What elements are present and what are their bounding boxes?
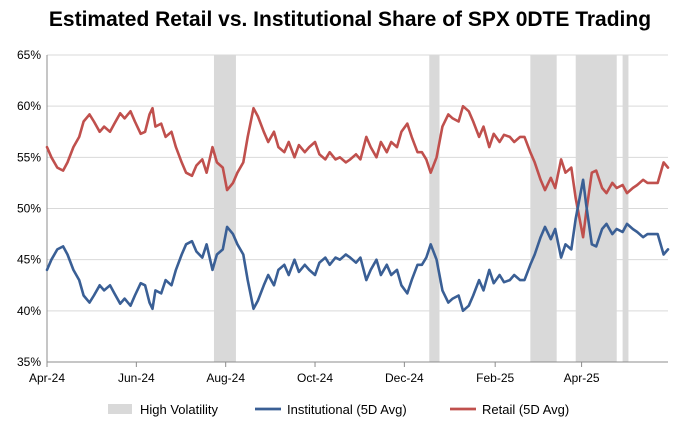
y-tick-label: 55% — [17, 150, 41, 164]
y-tick-label: 60% — [17, 99, 41, 113]
x-tick-label: Apr-24 — [29, 371, 65, 385]
y-tick-label: 35% — [17, 355, 41, 369]
x-tick-label: Jun-24 — [118, 371, 155, 385]
x-tick-label: Aug-24 — [206, 371, 245, 385]
y-tick-label: 40% — [17, 304, 41, 318]
chart-title: Estimated Retail vs. Institutional Share… — [48, 8, 652, 31]
x-tick-label: Feb-25 — [476, 371, 514, 385]
y-tick-label: 45% — [17, 253, 41, 267]
institutional-series-line — [45, 178, 670, 313]
y-tick-label: 65% — [17, 48, 41, 62]
x-tick-label: Apr-25 — [564, 371, 600, 385]
retail-series-line — [45, 104, 670, 239]
x-tick-label: Dec-24 — [385, 371, 424, 385]
legend-label: Retail (5D Avg) — [482, 402, 569, 417]
y-tick-label: 50% — [17, 202, 41, 216]
legend-label: Institutional (5D Avg) — [287, 402, 407, 417]
legend-swatch-high-volatility — [108, 404, 132, 414]
legend-label: High Volatility — [140, 402, 219, 417]
x-tick-label: Oct-24 — [297, 371, 333, 385]
